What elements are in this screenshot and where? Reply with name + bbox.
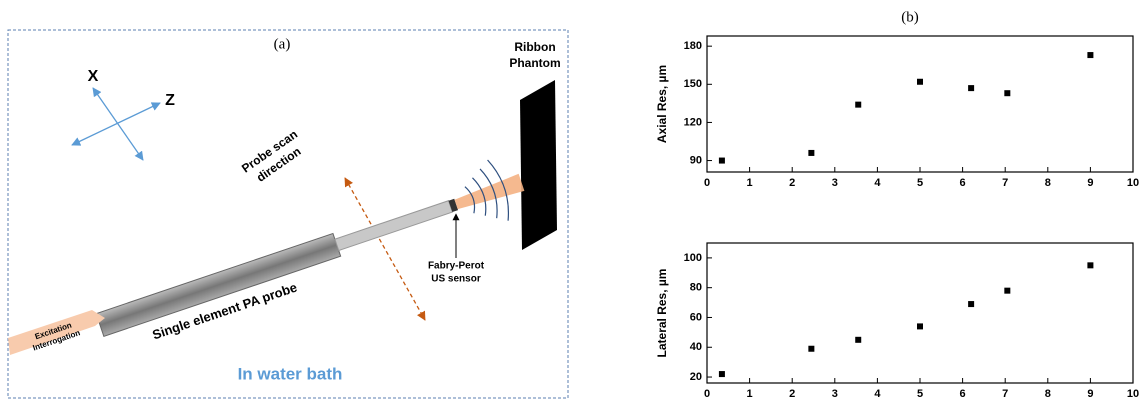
probe (95, 159, 525, 338)
point (917, 323, 923, 330)
point (968, 301, 975, 308)
sensor-label: Fabry-Perot (428, 261, 485, 272)
x-tick-label: 7 (1002, 177, 1008, 189)
phantom-label: Phantom (509, 56, 560, 70)
y-tick-label: 20 (690, 371, 702, 383)
probe-tip (334, 200, 454, 252)
y-axis-label: Axial Res, µm (655, 65, 669, 143)
x-tick-label: 8 (1045, 177, 1051, 189)
y-tick-label: 80 (690, 282, 702, 294)
point (1004, 90, 1011, 97)
x-tick-label: 10 (1127, 388, 1139, 400)
point (1087, 52, 1094, 59)
point (808, 345, 815, 352)
bath-border (7, 29, 569, 399)
plot-frame (706, 35, 1134, 173)
diagram-title: (a) (274, 36, 291, 52)
x-tick-label: 6 (960, 177, 966, 189)
axis-x-label: X (88, 68, 99, 85)
x-tick-label: 9 (1087, 177, 1093, 189)
x-tick-label: 0 (704, 177, 710, 189)
x-tick-label: 1 (747, 388, 753, 400)
chart-title: (b) (901, 9, 919, 25)
point (917, 78, 923, 85)
x-tick-label: 0 (704, 388, 710, 400)
y-tick-label: 60 (690, 311, 702, 323)
x-tick-label: 9 (1087, 388, 1093, 400)
y-tick-label: 180 (684, 40, 702, 52)
y-tick-label: 90 (690, 154, 702, 166)
diagram: (a) X Z Ribbon Phantom Probe scan direct… (7, 29, 569, 399)
x-tick-label: 1 (747, 177, 753, 189)
point (808, 149, 815, 156)
bath-label: In water bath (238, 364, 343, 383)
y-tick-label: 100 (684, 252, 702, 264)
ribbon-phantom (520, 80, 557, 250)
scan-arrow (344, 177, 426, 321)
point (1004, 287, 1011, 294)
beam (454, 173, 525, 210)
point (718, 157, 725, 164)
x-tick-label: 10 (1127, 177, 1139, 189)
x-tick-label: 3 (832, 177, 838, 189)
x-tick-label: 4 (874, 177, 881, 189)
x-tick-label: 8 (1045, 388, 1051, 400)
x-tick-label: 5 (917, 388, 923, 400)
x-tick-label: 7 (1002, 388, 1008, 400)
x-tick-label: 3 (832, 388, 838, 400)
phantom-label: Ribbon (514, 40, 555, 54)
sensor-label: US sensor (431, 274, 481, 285)
x-tick-label: 2 (789, 177, 795, 189)
waves (464, 159, 510, 221)
plot-frame (706, 242, 1134, 384)
y-tick-label: 150 (684, 78, 702, 90)
y-axis-label: Lateral Res, µm (655, 269, 669, 358)
x-tick-label: 4 (874, 388, 881, 400)
point (718, 371, 725, 378)
excitation-tag (8, 310, 105, 355)
axis-z-label: Z (165, 92, 175, 109)
point (1087, 262, 1094, 269)
y-tick-label: 40 (690, 341, 702, 353)
x-tick-label: 2 (789, 388, 795, 400)
x-arrow (92, 87, 144, 161)
y-tick-label: 120 (684, 116, 702, 128)
x-tick-label: 5 (917, 177, 923, 189)
z-arrow (71, 102, 161, 146)
sensor (448, 198, 459, 213)
x-tick-label: 6 (960, 388, 966, 400)
point (855, 101, 862, 108)
point (855, 336, 862, 343)
point (968, 85, 975, 92)
